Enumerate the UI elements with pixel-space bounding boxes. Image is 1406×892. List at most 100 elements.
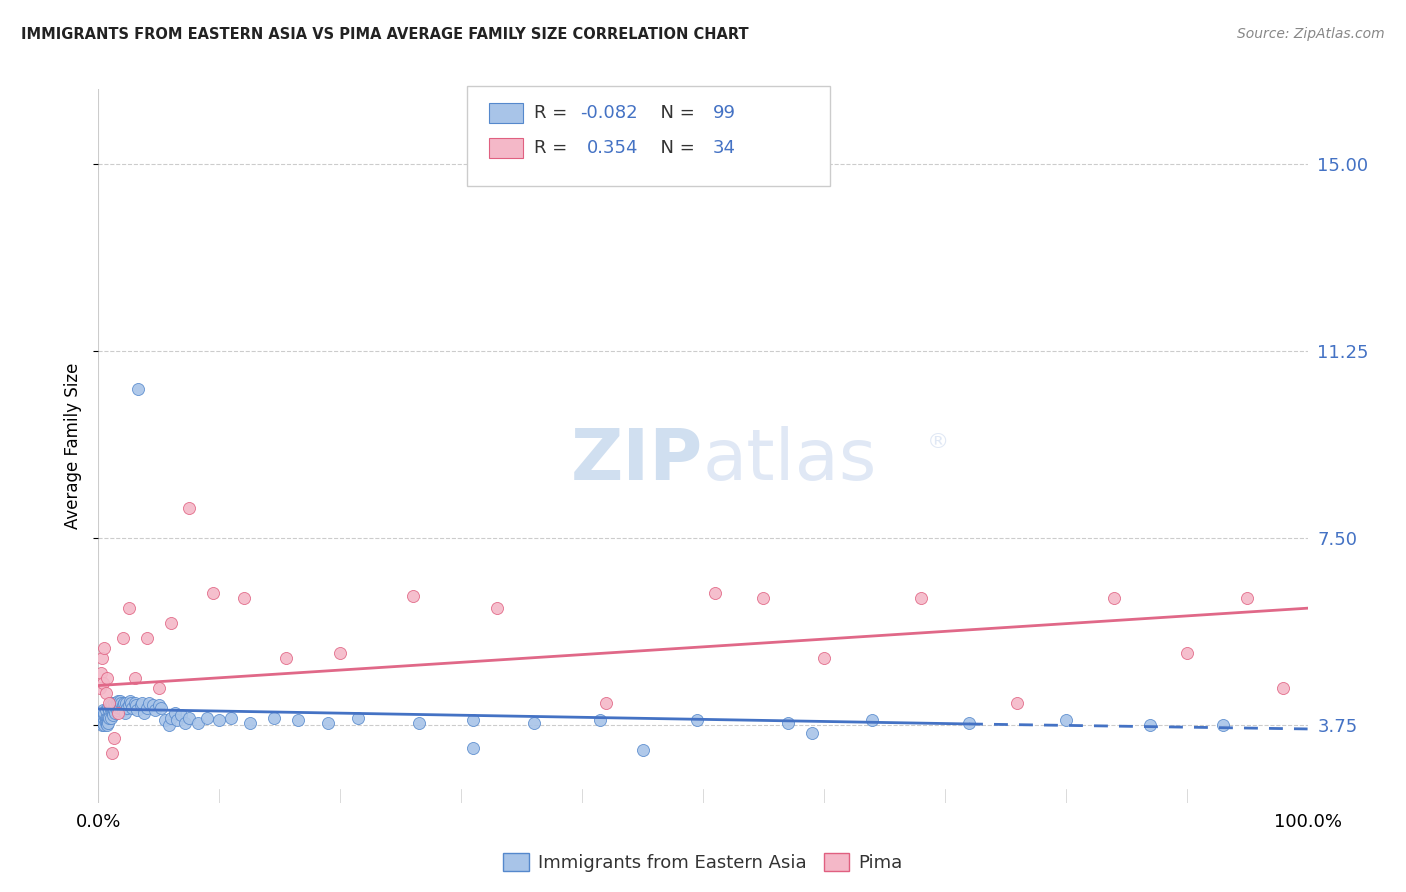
Point [93,706,115,720]
Point [148,681,170,695]
Text: -0.082: -0.082 [579,103,637,121]
FancyBboxPatch shape [489,138,523,159]
Point [160,616,183,631]
Point [89,714,111,728]
Point [94,711,117,725]
Point [752,591,775,606]
Point [910,591,932,606]
Point [114,706,136,720]
Point [93,718,115,732]
Text: IMMIGRANTS FROM EASTERN ASIA VS PIMA AVERAGE FAMILY SIZE CORRELATION CHART: IMMIGRANTS FROM EASTERN ASIA VS PIMA AVE… [21,27,749,42]
Text: 0.354: 0.354 [586,139,638,157]
Point [686,714,709,728]
Point [347,711,370,725]
Point [91,711,114,725]
Point [89,708,111,723]
Point [287,714,309,728]
Point [143,704,166,718]
Point [813,651,835,665]
Point [127,704,149,718]
Point [96,715,118,730]
Point [120,696,142,710]
Point [631,743,654,757]
Point [142,698,165,713]
Point [101,708,124,723]
Point [121,701,143,715]
Point [232,591,254,606]
Point [117,701,139,715]
Point [208,714,231,728]
Point [91,704,114,718]
Point [91,714,114,728]
Point [97,701,120,715]
Point [125,698,148,713]
Point [94,704,117,718]
Point [100,698,122,713]
Point [118,693,141,707]
Point [408,715,430,730]
Point [100,704,122,718]
Text: atlas: atlas [703,425,877,495]
Point [127,382,149,396]
Point [776,715,799,730]
Point [96,718,118,732]
Text: N =: N = [648,139,700,157]
Text: Source: ZipAtlas.com: Source: ZipAtlas.com [1237,27,1385,41]
Point [107,701,129,715]
Point [91,718,114,732]
Point [957,715,980,730]
Point [103,731,125,745]
Point [150,701,173,715]
Point [100,696,122,710]
Point [111,631,134,645]
Point [239,715,262,730]
Point [93,708,115,723]
Point [135,631,157,645]
Point [105,704,128,718]
Point [91,676,114,690]
Text: R =: R = [534,103,572,121]
Point [90,715,112,730]
Point [118,601,141,615]
Point [96,671,118,685]
Point [274,651,297,665]
Point [124,671,146,685]
Text: N =: N = [648,103,700,121]
Point [523,715,546,730]
Point [402,589,425,603]
Point [463,714,485,728]
Point [90,706,112,720]
Point [98,711,121,725]
Point [179,501,201,516]
Point [800,726,823,740]
Point [187,715,209,730]
Point [1212,718,1234,732]
Point [486,601,509,615]
FancyBboxPatch shape [489,103,523,123]
Y-axis label: Average Family Size: Average Family Size [65,363,83,529]
Point [202,586,225,600]
Legend: Immigrants from Eastern Asia, Pima: Immigrants from Eastern Asia, Pima [496,847,910,880]
Point [104,706,127,720]
Point [1175,646,1198,660]
Point [595,696,617,710]
Point [134,706,156,720]
Point [111,698,134,713]
Point [111,704,134,718]
Point [174,715,197,730]
Point [100,704,122,718]
Point [860,714,883,728]
Point [148,698,170,713]
Point [1007,696,1029,710]
Point [704,586,727,600]
Point [100,746,122,760]
Point [93,641,115,656]
Text: ®: ® [927,433,949,452]
Point [91,715,114,730]
Point [96,711,118,725]
Point [160,711,183,725]
Point [105,696,128,710]
Point [118,698,141,713]
Point [108,696,131,710]
Point [91,651,114,665]
